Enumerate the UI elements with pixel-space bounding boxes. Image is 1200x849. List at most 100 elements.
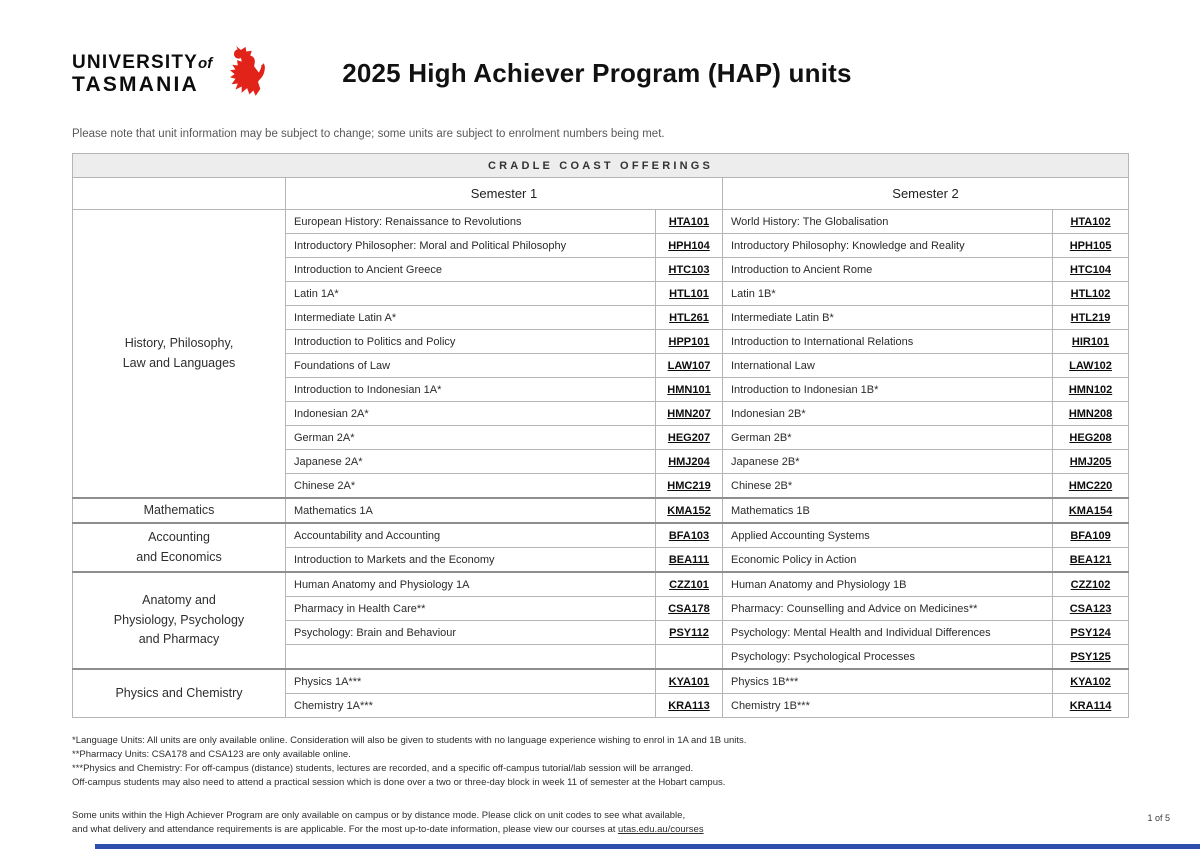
table-row: History, Philosophy, Law and Languages E… [72,209,1130,499]
footer-line2-text: and what delivery and attendance require… [72,824,619,835]
utas-logo: UNIVERSITYof TASMANIA [72,43,270,104]
unit-code-cell: KYA102 [1051,668,1130,694]
header: UNIVERSITYof TASMANIA 2025 High Achiever… [72,0,1128,104]
unit-code-link[interactable]: HIR101 [1071,335,1110,348]
unit-code-link[interactable]: HMC219 [667,479,711,492]
unit-code-link[interactable]: HMC220 [1068,479,1113,492]
unit-code-cell: HMJ205 [1051,449,1130,474]
unit-code-link[interactable]: PSY124 [1070,626,1111,639]
unit-code-link[interactable]: HPH104 [668,239,710,252]
unit-code-link[interactable]: PSY112 [669,626,709,639]
unit-code-link[interactable]: HMJ204 [668,455,710,468]
unit-name: Introduction to Markets and the Economy [285,547,656,573]
unit-code-cell: PSY112 [655,620,723,645]
unit-code-link[interactable]: CZZ102 [1070,578,1111,591]
unit-code-link[interactable]: HMJ205 [1069,455,1112,468]
unit-code-link[interactable]: HTC104 [1070,263,1111,276]
table-row: Introduction to Politics and Policy HPP1… [73,329,1130,354]
unit-code-link[interactable]: HTL101 [669,287,709,300]
utas-logo-text: UNIVERSITYof TASMANIA [72,53,212,95]
unit-code-link[interactable]: KYA102 [1070,675,1111,688]
unit-code-link[interactable]: LAW102 [1069,359,1112,372]
unit-name: Mathematics 1A [285,497,656,524]
footnote-offcampus: Off-campus students may also need to att… [72,777,726,788]
unit-code-link[interactable]: HMN102 [1068,383,1113,396]
unit-code-link[interactable]: BFA109 [1070,529,1111,542]
category-cell: Accounting and Economics [72,522,286,573]
unit-code-link[interactable]: HTL102 [1070,287,1111,300]
unit-name: Introduction to International Relations [722,329,1053,354]
unit-code-link[interactable]: KRA113 [668,699,710,712]
unit-name: Human Anatomy and Physiology 1A [285,571,656,597]
unit-code-link[interactable]: KYA101 [668,675,710,688]
unit-code-link[interactable]: HMN101 [667,383,711,396]
unit-code-link[interactable]: CZZ101 [669,578,709,591]
unit-code-cell: KRA113 [655,693,723,718]
unit-code-link[interactable]: KMA152 [667,504,711,517]
unit-code-link[interactable]: PSY125 [1070,650,1111,663]
unit-name: Psychology: Brain and Behaviour [285,620,656,645]
footer-note: Some units within the High Achiever Prog… [72,809,1128,837]
footnote-physics-chemistry: ***Physics and Chemistry: For off-campus… [72,763,694,774]
unit-code-link[interactable]: HTL261 [669,311,709,324]
unit-code-link[interactable]: HTL219 [1070,311,1111,324]
unit-code-cell: LAW102 [1051,353,1130,378]
table-row: Psychology: Brain and Behaviour PSY112 P… [73,620,1130,645]
unit-code-cell: HMN102 [1051,377,1130,402]
unit-name: Introductory Philosophy: Knowledge and R… [722,233,1053,258]
unit-code-link[interactable]: CSA178 [668,602,710,615]
footer-line2: and what delivery and attendance require… [72,823,1128,837]
unit-code-link[interactable]: HPP101 [668,335,710,348]
category-cell: Mathematics [72,497,286,524]
footnotes: *Language Units: All units are only avai… [72,734,1128,790]
unit-name: Introduction to Indonesian 1B* [722,377,1053,402]
logo-of: of [198,54,213,72]
unit-name: Mathematics 1B [722,497,1053,524]
unit-name: Pharmacy in Health Care** [285,596,656,621]
unit-code-cell: BEA111 [655,547,723,573]
unit-code-link[interactable]: HEG207 [667,431,711,444]
unit-code-cell: KRA114 [1051,693,1130,718]
unit-code-cell: HTA101 [655,209,723,234]
logo-line2: TASMANIA [72,72,199,96]
page-number: 1 of 5 [1147,813,1170,823]
unit-code-cell: KYA101 [655,668,723,694]
table-row: Foundations of Law LAW107 International … [73,353,1130,378]
unit-code-link[interactable]: HTA101 [668,215,710,228]
table-banner: CRADLE COAST OFFERINGS [71,153,1130,178]
unit-code-cell: HTL261 [655,305,723,330]
unit-name: Japanese 2A* [285,449,656,474]
table-row: Introduction to Indonesian 1A* HMN101 In… [73,377,1130,402]
unit-code-cell: CZZ101 [655,571,723,597]
unit-code-link[interactable]: CSA123 [1069,602,1112,615]
unit-code-link[interactable]: KMA154 [1068,504,1113,517]
unit-code-link[interactable]: LAW107 [667,359,711,372]
unit-name-empty [285,644,656,670]
unit-code-cell: PSY124 [1051,620,1130,645]
unit-name: Latin 1A* [285,281,656,306]
courses-link[interactable]: utas.edu.au/courses [618,824,704,835]
unit-code-link[interactable]: KRA114 [1069,699,1112,712]
unit-code-link[interactable]: HMN207 [667,407,711,420]
unit-name: Intermediate Latin A* [285,305,656,330]
footnote-pharmacy: **Pharmacy Units: CSA178 and CSA123 are … [72,749,351,760]
page-title: 2025 High Achiever Program (HAP) units [342,58,852,88]
unit-code-link[interactable]: BEA111 [668,553,710,566]
table-row: Introductory Philosopher: Moral and Poli… [73,233,1130,258]
unit-code-link[interactable]: HPH105 [1069,239,1112,252]
table-row: Physics and Chemistry Physics 1A*** KYA1… [72,668,1130,718]
unit-code-link[interactable]: HTC103 [668,263,710,276]
unit-name: German 2B* [722,425,1053,450]
unit-code-link[interactable]: HEG208 [1069,431,1112,444]
unit-code-link[interactable]: BFA103 [668,529,710,542]
lion-icon [218,43,270,104]
unit-code-link[interactable]: BEA121 [1069,553,1112,566]
unit-name: Introduction to Ancient Greece [285,257,656,282]
unit-code-cell: HTC103 [655,257,723,282]
unit-name: Introduction to Indonesian 1A* [285,377,656,402]
footer-bar [95,844,1200,849]
unit-name: Japanese 2B* [722,449,1053,474]
unit-code-link[interactable]: HTA102 [1070,215,1111,228]
unit-code-link[interactable]: HMN208 [1068,407,1113,420]
